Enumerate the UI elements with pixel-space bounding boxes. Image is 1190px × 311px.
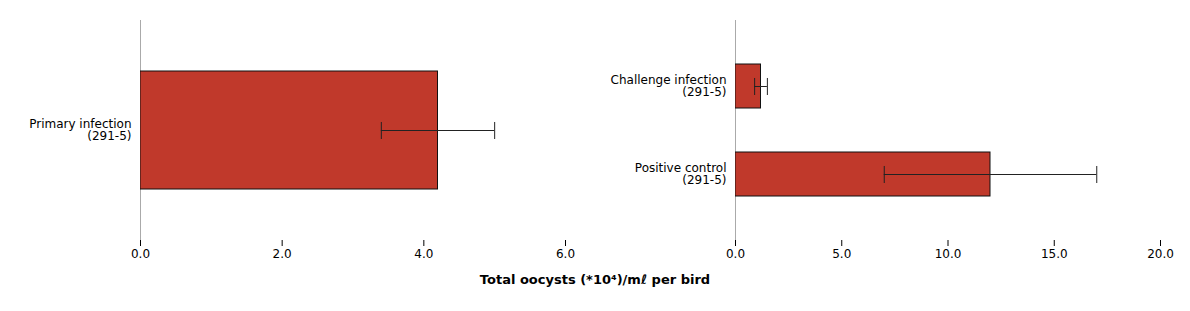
svg-text:Challenge infection(291-5): Challenge infection(291-5) bbox=[611, 73, 727, 99]
svg-text:10.0: 10.0 bbox=[935, 247, 962, 261]
svg-text:Primary infection(291-5): Primary infection(291-5) bbox=[29, 117, 131, 143]
html-text:Total oocysts (*10⁴)/mℓ per bi: Total oocysts (*10⁴)/mℓ per bird bbox=[479, 272, 711, 287]
svg-text:15.0: 15.0 bbox=[1041, 247, 1068, 261]
svg-text:20.0: 20.0 bbox=[1147, 247, 1174, 261]
svg-text:2.0: 2.0 bbox=[273, 247, 292, 261]
svg-text:4.0: 4.0 bbox=[414, 247, 433, 261]
svg-text:0.0: 0.0 bbox=[131, 247, 150, 261]
svg-text:Positive control(291-5): Positive control(291-5) bbox=[635, 161, 727, 187]
svg-text:6.0: 6.0 bbox=[556, 247, 575, 261]
svg-text:5.0: 5.0 bbox=[832, 247, 851, 261]
svg-text:0.0: 0.0 bbox=[726, 247, 745, 261]
